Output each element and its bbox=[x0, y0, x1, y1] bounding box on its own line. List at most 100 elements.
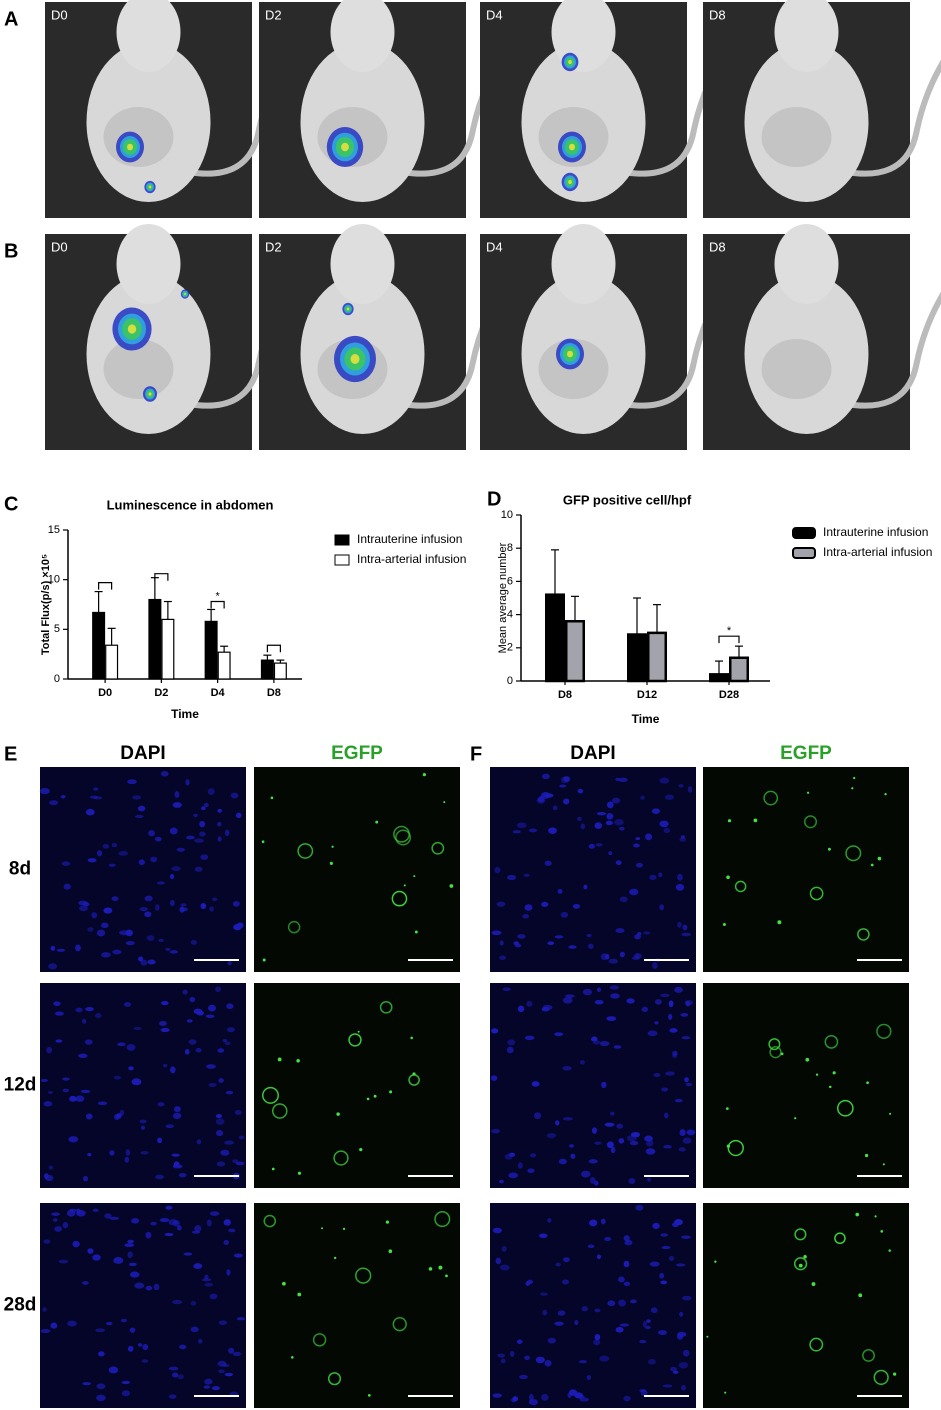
nucleus bbox=[51, 1212, 60, 1216]
nucleus bbox=[43, 1239, 51, 1244]
nucleus bbox=[686, 1129, 696, 1136]
nucleus bbox=[130, 1271, 140, 1278]
nucleus bbox=[140, 1150, 149, 1155]
nucleus bbox=[528, 828, 538, 833]
nucleus bbox=[594, 999, 604, 1005]
nucleus bbox=[645, 1148, 656, 1155]
nucleus bbox=[512, 830, 521, 834]
nucleus bbox=[43, 1101, 53, 1107]
nucleus bbox=[118, 851, 129, 856]
nucleus bbox=[544, 860, 552, 866]
nucleus bbox=[647, 1030, 658, 1037]
gfp-speck bbox=[428, 1267, 433, 1271]
y-tick-label: 0 bbox=[507, 675, 513, 687]
channel-label: EGFP bbox=[780, 743, 832, 764]
nucleus bbox=[125, 940, 135, 946]
significance-label: * bbox=[215, 590, 220, 602]
nucleus bbox=[678, 784, 684, 788]
nucleus bbox=[236, 1317, 246, 1321]
gfp-speck bbox=[414, 930, 418, 934]
nucleus bbox=[112, 949, 122, 955]
nucleus bbox=[204, 1282, 214, 1287]
nucleus bbox=[201, 1278, 212, 1282]
nucleus bbox=[628, 1177, 636, 1185]
gfp-speck bbox=[410, 1036, 413, 1040]
nucleus bbox=[194, 866, 203, 872]
nucleus bbox=[499, 955, 507, 960]
nucleus bbox=[159, 1218, 170, 1223]
significance-bracket bbox=[718, 635, 740, 644]
nucleus bbox=[661, 1245, 671, 1250]
micrograph bbox=[254, 983, 460, 1188]
nucleus bbox=[49, 800, 59, 806]
day-label: D0 bbox=[51, 239, 68, 254]
nucleus bbox=[169, 899, 175, 907]
nucleus bbox=[614, 819, 624, 826]
legend-swatch bbox=[334, 534, 350, 546]
nucleus bbox=[171, 1372, 179, 1378]
nucleus bbox=[642, 1321, 647, 1328]
nucleus bbox=[633, 843, 640, 848]
timepoint-label: 12d bbox=[4, 1075, 37, 1096]
nucleus bbox=[190, 1326, 199, 1333]
day-label: D0 bbox=[51, 7, 68, 22]
nucleus bbox=[211, 897, 218, 902]
gfp-speck bbox=[373, 1094, 377, 1098]
nucleus bbox=[58, 1259, 69, 1264]
nucleus bbox=[127, 1251, 133, 1259]
nucleus bbox=[195, 1047, 202, 1053]
nucleus bbox=[96, 1383, 106, 1390]
nucleus bbox=[608, 958, 619, 964]
gfp-cell bbox=[391, 890, 408, 907]
nucleus bbox=[513, 941, 520, 946]
gfp-speck bbox=[892, 1372, 897, 1376]
nucleus bbox=[186, 835, 195, 840]
nucleus bbox=[531, 1081, 540, 1087]
nucleus bbox=[101, 922, 109, 929]
signal-blob bbox=[341, 142, 349, 152]
nucleus bbox=[655, 999, 662, 1005]
nucleus bbox=[626, 1135, 637, 1142]
nucleus bbox=[209, 906, 214, 912]
nucleus bbox=[610, 1146, 616, 1154]
nucleus bbox=[125, 929, 133, 937]
nucleus bbox=[651, 808, 660, 814]
nucleus bbox=[508, 1172, 519, 1179]
nucleus bbox=[599, 1355, 610, 1362]
nucleus bbox=[171, 866, 181, 872]
gfp-speck bbox=[877, 856, 882, 861]
nucleus bbox=[139, 1119, 147, 1124]
nucleus bbox=[538, 795, 545, 803]
bar bbox=[565, 619, 585, 683]
nucleus bbox=[39, 788, 50, 795]
gfp-speck bbox=[443, 801, 446, 804]
nucleus bbox=[146, 935, 155, 941]
nucleus bbox=[499, 940, 504, 946]
gfp-cell bbox=[836, 1099, 854, 1117]
nucleus bbox=[50, 1322, 58, 1329]
nucleus bbox=[158, 938, 165, 942]
gfp-cell bbox=[287, 920, 301, 934]
nucleus bbox=[93, 787, 99, 791]
nucleus bbox=[635, 837, 641, 841]
gfp-speck bbox=[438, 1265, 443, 1270]
nucleus bbox=[578, 1360, 588, 1364]
gfp-speck bbox=[805, 1057, 810, 1062]
gfp-speck bbox=[449, 884, 454, 888]
nucleus bbox=[218, 1078, 224, 1083]
nucleus bbox=[529, 1393, 534, 1401]
nucleus bbox=[663, 827, 671, 834]
nucleus bbox=[589, 1177, 596, 1184]
nucleus bbox=[609, 985, 620, 990]
nucleus bbox=[67, 1320, 77, 1327]
bar bbox=[148, 598, 162, 680]
nucleus bbox=[554, 1321, 564, 1326]
nucleus bbox=[527, 1168, 535, 1174]
nucleus bbox=[76, 1210, 86, 1217]
gfp-speck bbox=[422, 772, 426, 777]
nucleus bbox=[95, 1013, 102, 1018]
nucleus bbox=[87, 1248, 94, 1254]
nucleus bbox=[635, 1204, 644, 1211]
nucleus bbox=[560, 911, 569, 918]
